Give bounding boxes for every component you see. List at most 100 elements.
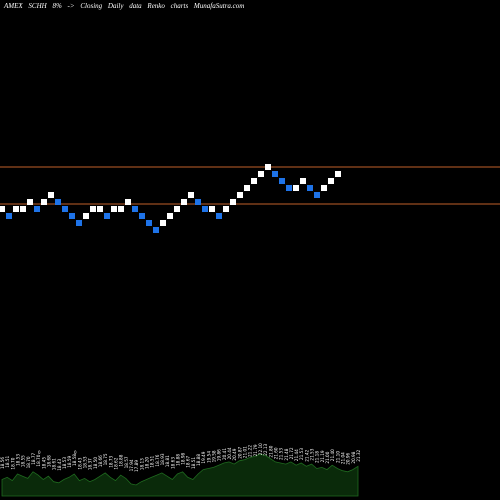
volume-label: 21.42 (304, 449, 309, 461)
volume-area-path (1, 453, 359, 497)
volume-label: 18.13 (139, 458, 144, 470)
renko-brick (286, 185, 292, 191)
renko-brick (20, 206, 26, 212)
renko-brick (174, 206, 180, 212)
volume-label: 21.79 (253, 444, 258, 456)
volume-label: 19.49 (201, 451, 206, 463)
volume-label: 18.63 (170, 457, 175, 469)
volume-label: 19.58 (212, 450, 217, 462)
renko-brick (307, 185, 313, 191)
renko-brick (118, 206, 124, 212)
volume-label: 21.72 (289, 447, 294, 459)
ticker-label: SCHH (28, 2, 47, 10)
renko-brick (188, 192, 194, 198)
site-label: MunafaSutra.com (193, 2, 245, 10)
arrow-label: -> (67, 2, 75, 10)
volume-label: 21.10 (335, 451, 340, 463)
volume-label: 21.04 (341, 452, 346, 464)
volume-label: 21.32 (356, 449, 361, 461)
volume-label: 18.66 (98, 455, 103, 467)
volume-label: 21.19 (320, 450, 325, 462)
volume-label: 18.93 (160, 453, 165, 465)
volume-label: 18.70 (36, 454, 41, 466)
volume-label: 18.81 (165, 455, 170, 467)
renko-brick (195, 199, 201, 205)
renko-brick (153, 227, 159, 233)
renko-brick (13, 206, 19, 212)
volume-label: 21.22 (248, 445, 253, 457)
charts-word-label: charts (170, 2, 189, 10)
renko-brick (258, 171, 264, 177)
renko-brick (48, 192, 54, 198)
exchange-label: AMEX (4, 2, 23, 10)
renko-brick (230, 199, 236, 205)
volume-label: 20.98 (351, 451, 356, 463)
renko-brick (76, 220, 82, 226)
volume-label: 18.20 (145, 457, 150, 469)
datatype-label: data (129, 2, 142, 10)
renko-brick (314, 192, 320, 198)
volume-label: 21.44 (294, 449, 299, 461)
volume-label: 18.70 (26, 456, 31, 468)
renko-brick (83, 213, 89, 219)
volume-label: 20.87 (237, 446, 242, 458)
renko-brick (181, 199, 187, 205)
volume-label: 20.41 (222, 448, 227, 460)
renko-brick (125, 199, 131, 205)
volume-label: 21.60 (273, 447, 278, 459)
volume-label: 18.45 (41, 457, 46, 469)
renko-brick (293, 185, 299, 191)
volume-label: 18.67 (186, 455, 191, 467)
volume-label: 20.44 (227, 447, 232, 459)
renko-brick (6, 213, 12, 219)
closing-label: Closing (80, 2, 103, 10)
volume-label: 21.53 (279, 448, 284, 460)
volume-label: 21.48 (284, 448, 289, 460)
renko-brick (97, 206, 103, 212)
volume-marker: 0 (38, 450, 41, 455)
level-lines (0, 166, 500, 205)
renko-brick (328, 178, 334, 184)
renko-brick (0, 206, 5, 212)
renko-brick (209, 206, 215, 212)
volume-label: 19.54 (206, 451, 211, 463)
volume-label: 18.43 (77, 457, 82, 469)
renko-brick (279, 178, 285, 184)
volume-label: 18.77 (31, 452, 36, 464)
volume-label: 18.43 (57, 458, 62, 470)
volume-label: 18.58 (72, 454, 77, 466)
volume-label: 18.88 (196, 454, 201, 466)
renko-brick (167, 213, 173, 219)
volume-label: 21.00 (325, 451, 330, 463)
volume-labels: 18.56 18.51 18.70 18.53 18.55 18.70 18.77 18.70… (0, 443, 361, 472)
volume-area (1, 453, 359, 497)
volume-label: 22.13 (263, 443, 268, 455)
volume-label: 18.70 (10, 457, 15, 469)
volume-label: 20.96 (346, 452, 351, 464)
volume-label: 18.53 (83, 456, 88, 468)
volume-label: 20.49 (232, 448, 237, 460)
period-label: Daily (107, 2, 124, 10)
volume-label: 21.01 (243, 446, 248, 458)
renko-brick (62, 206, 68, 212)
volume-label: 19.86 (217, 449, 222, 461)
volume-label: 21.40 (330, 449, 335, 461)
volume-label: 18.55 (21, 455, 26, 467)
volume-label: 21.53 (310, 448, 315, 460)
renko-brick (34, 206, 40, 212)
volume-label: 18.68 (46, 455, 51, 467)
renko-brick (55, 199, 61, 205)
volume-label: 18.59 (67, 455, 72, 467)
renko-brick (111, 206, 117, 212)
chart-kind-label: Renko (147, 2, 165, 10)
renko-brick (272, 171, 278, 177)
renko-brick (69, 213, 75, 219)
volume-marker: 0 (74, 450, 77, 455)
renko-brick (160, 220, 166, 226)
renko-brick (27, 199, 33, 205)
chart-header: AMEX SCHH 8% -> Closing Daily data Renko… (4, 2, 248, 10)
volume-label: 18.51 (191, 457, 196, 469)
renko-brick (223, 206, 229, 212)
volume-label: 17.94 (129, 459, 134, 471)
